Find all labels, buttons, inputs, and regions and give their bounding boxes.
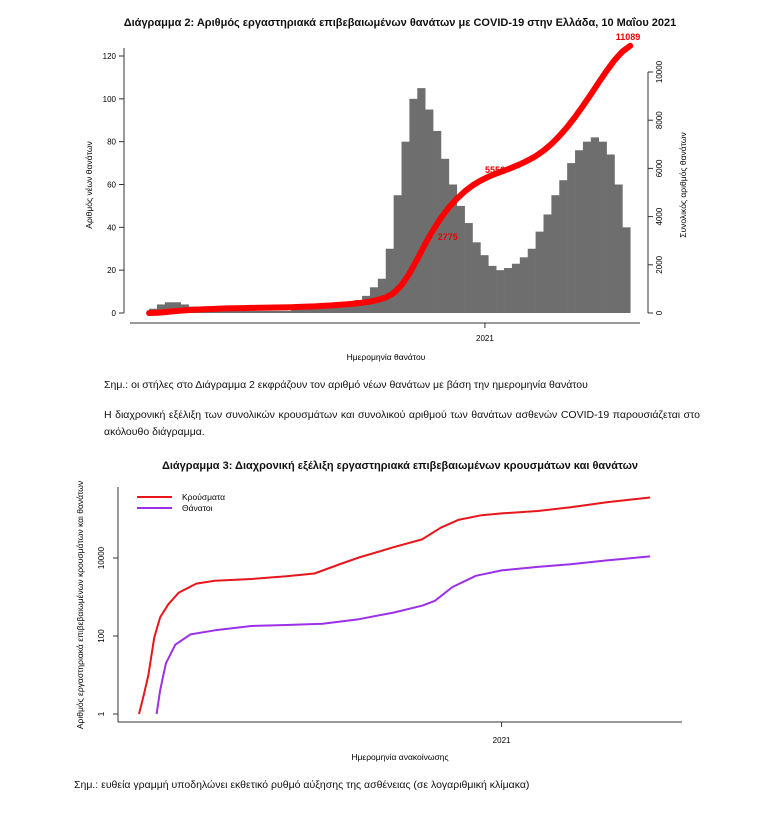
- chart2-note: Σημ.: οι στήλες στο Διάγραμμα 2 εκφράζου…: [104, 379, 588, 391]
- series-line-deaths: [155, 555, 651, 715]
- bar: [338, 304, 347, 313]
- bar: [385, 248, 394, 313]
- bar: [314, 306, 323, 313]
- y-tick-label-right: 8000: [655, 111, 664, 129]
- bar: [440, 158, 450, 313]
- bar: [448, 184, 458, 313]
- y-tick-label-right: 4000: [655, 207, 664, 225]
- body-paragraph: Η διαχρονική εξέλιξη των συνολικών κρουσ…: [104, 409, 700, 438]
- legend-label: Θάνατοι: [182, 503, 213, 513]
- bar: [346, 302, 355, 313]
- bar: [559, 180, 568, 313]
- bar: [472, 242, 481, 313]
- annotation-label: 11089: [616, 32, 641, 42]
- bar: [614, 184, 623, 313]
- bar: [582, 141, 592, 313]
- bar: [425, 109, 434, 314]
- bar: [504, 268, 513, 313]
- bar: [488, 265, 497, 313]
- bar: [606, 154, 615, 313]
- bar: [535, 231, 544, 313]
- y-tick-label: 60: [107, 181, 116, 190]
- bar: [283, 310, 292, 313]
- bar: [598, 141, 607, 313]
- bar: [322, 306, 331, 313]
- bar: [464, 223, 473, 313]
- bar: [401, 141, 410, 313]
- x-tick-label: 2021: [476, 334, 494, 343]
- bar: [228, 310, 237, 313]
- bar: [259, 310, 268, 313]
- chart3-title: Διάγραμμα 3: Διαχρονική εξέλιξη εργαστηρ…: [161, 460, 639, 472]
- bar: [393, 195, 402, 313]
- bar: [417, 88, 426, 313]
- bar: [157, 304, 166, 313]
- y-axis-label-right: Συνολικός αριθμός θανάτων: [678, 132, 688, 238]
- y-tick-label-right: 2000: [655, 255, 664, 273]
- bar: [251, 310, 260, 313]
- y-tick-label: 1: [97, 711, 106, 716]
- y-tick-label: 100: [103, 95, 117, 104]
- bar: [543, 214, 552, 313]
- x-tick-label: 2021: [493, 736, 511, 745]
- bar: [267, 310, 276, 313]
- bar: [330, 304, 339, 313]
- chart2-deaths: 2775 5556 11089 0 20 40 60 80 100 120 0 2000 4000 600…: [84, 32, 688, 362]
- annotation-label: 5556: [485, 165, 505, 175]
- bar: [164, 302, 174, 313]
- x-axis-label: Ημερομηνία ανακοίνωσης: [351, 752, 448, 762]
- bar: [567, 163, 576, 313]
- bar: [527, 248, 536, 313]
- y-tick-label-right: 6000: [655, 159, 664, 177]
- y-tick-label: 0: [112, 309, 117, 318]
- bar: [275, 310, 284, 313]
- y-tick-label-right: 10000: [655, 60, 664, 83]
- bar: [235, 310, 245, 313]
- bar: [496, 270, 505, 313]
- chart3-note: Σημ.: ευθεία γραμμή υποδηλώνει εκθετικό …: [74, 779, 530, 791]
- bar: [354, 300, 363, 313]
- bar: [519, 257, 529, 313]
- bar: [622, 227, 631, 313]
- x-axis-label: Ημερομηνία θανάτου: [347, 352, 426, 362]
- bar: [243, 310, 252, 313]
- bar: [172, 302, 181, 313]
- bar: [291, 308, 300, 313]
- y-tick-label: 120: [103, 52, 117, 61]
- bar: [590, 137, 600, 313]
- bar: [511, 263, 521, 313]
- bar: [409, 98, 418, 313]
- y-tick-label: 20: [107, 266, 116, 275]
- chart2-title: Διάγραμμα 2: Αριθμός εργαστηριακά επιβεβ…: [123, 17, 677, 29]
- bar: [306, 308, 316, 313]
- y-axis-label: Αριθμός εργαστηριακά επιβεβαιωμένων κρου…: [75, 481, 85, 729]
- bar: [298, 308, 308, 313]
- y-tick-label: 40: [107, 223, 116, 232]
- bar: [480, 255, 489, 313]
- bar: [551, 195, 560, 313]
- bar: [456, 205, 465, 313]
- cumulative-deaths-line: [146, 42, 634, 316]
- y-axis-label-left: Αριθμός νέων θανάτων: [84, 141, 94, 228]
- y-tick-label: 100: [97, 629, 106, 643]
- bar: [575, 150, 584, 313]
- y-tick-label: 10000: [97, 546, 106, 569]
- legend-label: Κρούσματα: [182, 492, 225, 502]
- y-tick-label: 80: [107, 138, 116, 147]
- y-tick-label-right: 0: [655, 310, 664, 315]
- annotation-label: 2775: [438, 232, 458, 242]
- series-line-cases: [138, 496, 651, 715]
